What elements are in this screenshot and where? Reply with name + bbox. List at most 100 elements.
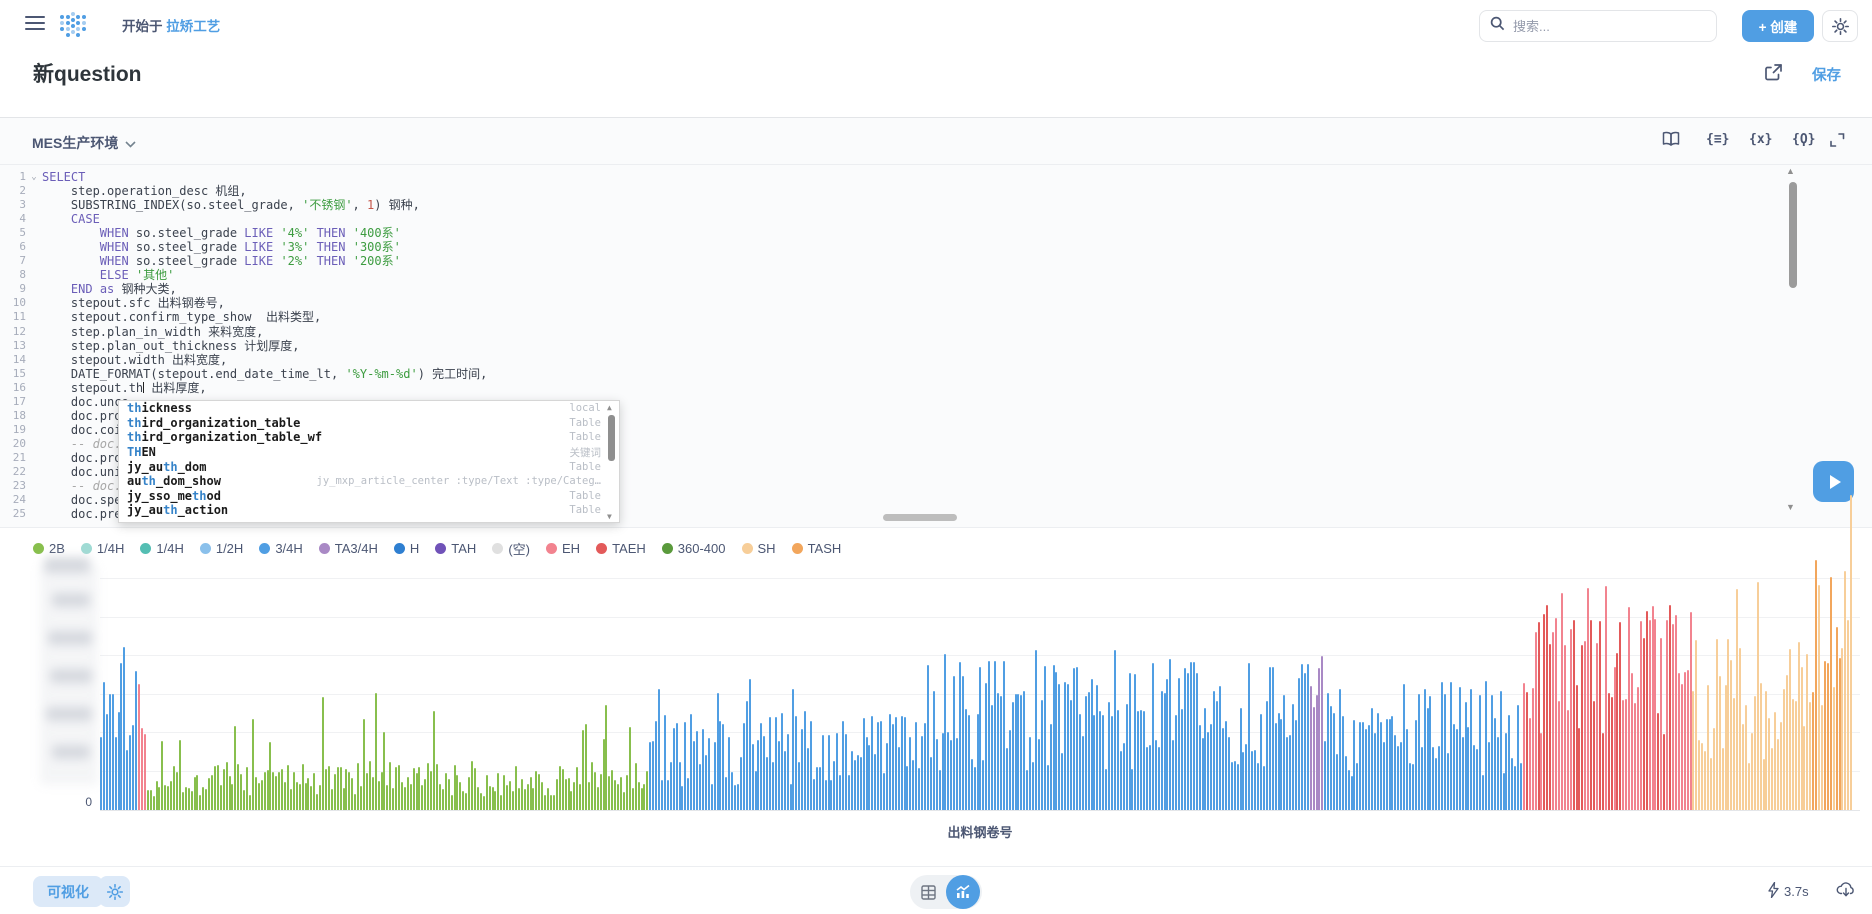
collapse-editor-icon[interactable] xyxy=(1830,133,1845,151)
code-line[interactable]: 4 CASE xyxy=(0,212,1780,226)
create-button[interactable]: + 创建 xyxy=(1742,10,1814,42)
bar xyxy=(269,742,272,810)
bar xyxy=(617,784,620,810)
bar xyxy=(1368,725,1371,810)
editor-vertical-scrollbar[interactable] xyxy=(1789,182,1797,288)
hamburger-menu-icon[interactable] xyxy=(25,15,45,31)
database-picker[interactable]: MES生产环境 xyxy=(32,133,136,153)
table-view-icon[interactable] xyxy=(910,875,946,909)
legend-item[interactable]: 1/2H xyxy=(199,541,243,556)
legend-item[interactable]: TAEH xyxy=(596,541,646,556)
code-line[interactable]: 1 ⌄ SELECT xyxy=(0,170,1780,184)
autocomplete-item[interactable]: THEN 关键词 xyxy=(119,445,619,460)
code-line[interactable]: 2 step.operation_desc 机组, xyxy=(0,184,1780,198)
bar xyxy=(1651,606,1654,810)
code-line[interactable]: 18 doc.proc xyxy=(0,409,1780,423)
gear-icon[interactable] xyxy=(1822,10,1858,42)
bar xyxy=(1569,629,1572,810)
save-button[interactable]: 保存 xyxy=(1812,68,1841,84)
fold-caret-icon[interactable]: ⌄ xyxy=(31,172,37,182)
autocomplete-scrollbar[interactable]: ▲ ▼ xyxy=(605,403,618,521)
code-line[interactable]: 11 stepout.confirm_type_show 出料类型, xyxy=(0,310,1780,324)
visualization-settings-gear-icon[interactable] xyxy=(99,876,130,907)
autocomplete-item[interactable]: jy_auth_dom Table xyxy=(119,459,619,474)
legend-item[interactable]: (空) xyxy=(492,539,530,558)
legend-item[interactable]: 3/4H xyxy=(259,541,303,556)
code-line[interactable]: 12 step.plan_in_width 来料宽度, xyxy=(0,325,1780,339)
sql-code-editor[interactable]: 1 ⌄ SELECT 2 step.operation_desc 机组, 3 SUBST… xyxy=(0,170,1780,522)
autocomplete-item[interactable]: third_organization_table Table xyxy=(119,416,619,431)
legend-item[interactable]: TASH xyxy=(791,541,841,556)
bar xyxy=(675,723,678,810)
code-line[interactable]: 22 doc.unit xyxy=(0,465,1780,479)
code-line[interactable]: 14 stepout.width 出料宽度, xyxy=(0,353,1780,367)
variable-icon[interactable]: {x} xyxy=(1749,132,1773,147)
bar xyxy=(579,784,582,810)
snippet-icon[interactable]: {≡} xyxy=(1706,132,1730,147)
legend-item[interactable]: SH xyxy=(741,541,776,556)
bar xyxy=(1245,744,1248,810)
code-line[interactable]: 5 WHEN so.steel_grade LIKE '4%' THEN '40… xyxy=(0,226,1780,240)
autocomplete-item[interactable]: jy_auth_action Table xyxy=(119,503,619,518)
data-reference-book-icon[interactable] xyxy=(1662,131,1680,151)
legend-item[interactable]: TA3/4H xyxy=(318,541,378,556)
chart-view-icon[interactable] xyxy=(946,875,980,909)
line-number: 15 xyxy=(12,366,26,380)
code-line[interactable]: 6 WHEN so.steel_grade LIKE '3%' THEN '30… xyxy=(0,240,1780,254)
code-line[interactable]: 10 stepout.sfc 出料钢卷号, xyxy=(0,296,1780,310)
code-line[interactable]: 17 doc.unco xyxy=(0,395,1780,409)
bar xyxy=(786,734,789,810)
bar xyxy=(1400,742,1403,810)
legend-item[interactable]: 1/4H xyxy=(140,541,184,556)
legend-item[interactable]: EH xyxy=(546,541,580,556)
code-line[interactable]: 25 doc.pres xyxy=(0,507,1780,521)
bar xyxy=(1470,689,1473,810)
bar xyxy=(997,693,1000,810)
search-box[interactable] xyxy=(1479,10,1717,42)
code-text: WHEN so.steel_grade LIKE '4%' THEN '400系… xyxy=(99,226,401,241)
cloud-download-icon[interactable] xyxy=(1836,880,1856,900)
editor-horizontal-scrollbar[interactable] xyxy=(883,514,957,521)
bar xyxy=(1251,751,1254,810)
editor-scroll-up-arrow[interactable]: ▲ xyxy=(1786,166,1795,176)
bar xyxy=(587,782,590,810)
autocomplete-item[interactable]: jy_sso_method Table xyxy=(119,489,619,504)
run-query-button[interactable] xyxy=(1813,461,1854,502)
scrollbar-thumb[interactable] xyxy=(608,415,615,461)
breadcrumb-link[interactable]: 拉矫工艺 xyxy=(166,19,221,34)
code-line[interactable]: 19 doc.coil xyxy=(0,423,1780,437)
bar xyxy=(1625,699,1628,810)
legend-item[interactable]: TAH xyxy=(435,541,476,556)
line-number: 24 xyxy=(12,493,26,507)
legend-item[interactable]: 360-400 xyxy=(661,541,726,556)
bar xyxy=(1584,641,1587,810)
bar xyxy=(263,772,266,810)
search-input[interactable] xyxy=(1513,18,1693,34)
code-line[interactable]: 21 doc.proc xyxy=(0,451,1780,465)
legend-item[interactable]: H xyxy=(393,541,419,556)
editor-scroll-down-arrow[interactable]: ▼ xyxy=(1786,502,1795,512)
scroll-up-arrow[interactable]: ▲ xyxy=(607,403,612,412)
metabase-logo-icon[interactable] xyxy=(58,9,88,39)
bar xyxy=(880,721,883,810)
parameter-icon[interactable]: {Ϙ} xyxy=(1792,132,1816,147)
code-line[interactable]: 9 END as 钢种大类, xyxy=(0,282,1780,296)
bar xyxy=(100,737,102,810)
autocomplete-item[interactable]: auth_dom_show jy_mxp_article_center :type… xyxy=(119,474,619,489)
scroll-down-arrow[interactable]: ▼ xyxy=(607,512,612,521)
suggestion-meta: local xyxy=(569,402,601,415)
code-line[interactable]: 3 SUBSTRING_INDEX(so.steel_grade, '不锈钢',… xyxy=(0,198,1780,212)
visualize-button[interactable]: 可视化 xyxy=(33,876,103,907)
code-line[interactable]: 13 step.plan_out_thickness 计划厚度, xyxy=(0,339,1780,353)
code-line[interactable]: 7 WHEN so.steel_grade LIKE '2%' THEN '20… xyxy=(0,254,1780,268)
legend-item[interactable]: 2B xyxy=(33,541,65,556)
autocomplete-item[interactable]: third_organization_table_wf Table xyxy=(119,430,619,445)
bar xyxy=(1233,761,1236,810)
code-line[interactable]: 24 doc.spee xyxy=(0,493,1780,507)
autocomplete-item[interactable]: thickness local xyxy=(119,401,619,416)
legend-item[interactable]: 1/4H xyxy=(80,541,124,556)
code-line[interactable]: 8 ELSE '其他' xyxy=(0,268,1780,282)
share-icon[interactable] xyxy=(1764,63,1783,87)
code-line[interactable]: 16 stepout.th 出料厚度, xyxy=(0,381,1780,395)
code-line[interactable]: 15 DATE_FORMAT(stepout.end_date_time_lt,… xyxy=(0,367,1780,381)
